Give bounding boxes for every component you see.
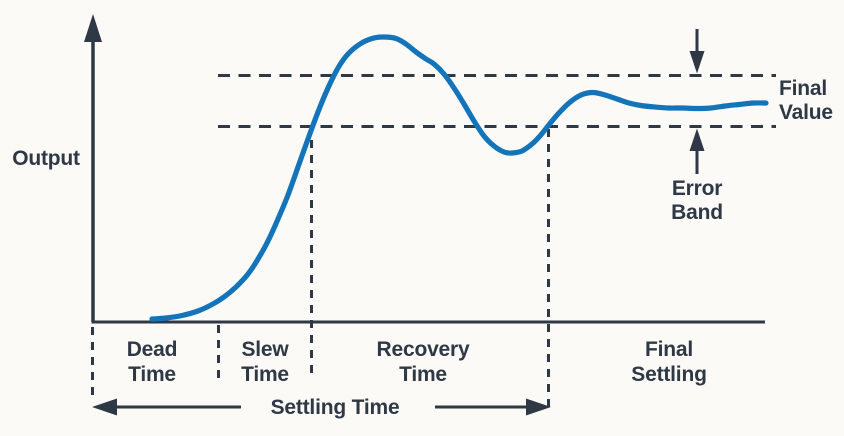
y-axis-arrow-icon (84, 14, 102, 42)
response-curve (149, 34, 769, 322)
region-label-slew-time: Slew Time (241, 338, 289, 386)
settling-arrow-right-head-icon (526, 398, 551, 416)
settling-arrow-left-head-icon (92, 398, 117, 416)
region-label-dead-time: Dead Time (126, 338, 178, 386)
settling-time-label: Settling Time (270, 396, 400, 419)
region-label-recovery-time: Recovery Time (376, 338, 470, 386)
final-value-label: Final Value (779, 77, 833, 124)
error-band-label: Error Band (671, 177, 723, 224)
region-label-final-settling: Final Settling (631, 338, 707, 386)
final-value-down-arrow-icon (689, 51, 705, 74)
y-axis-label: Output (12, 147, 80, 170)
error-band-up-arrow-icon (689, 128, 705, 151)
